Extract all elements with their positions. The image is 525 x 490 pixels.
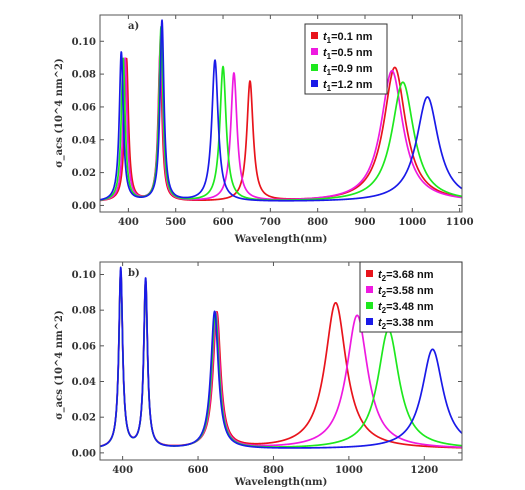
- y-tick-label: 0.10: [72, 270, 96, 281]
- legend-sub: 2: [382, 306, 387, 315]
- x-tick-label: 1000: [335, 465, 363, 476]
- legend-swatch-4: [311, 80, 318, 87]
- legend-sub: 1: [327, 36, 332, 45]
- legend-sub: 2: [382, 274, 387, 283]
- series-lines: [100, 266, 462, 449]
- legend-box: [304, 23, 388, 95]
- y-axis-title: σ_acs (10^4 nm^2): [54, 310, 65, 419]
- chart-panel-a: 400 500 600 700 800 900 1000 1100 0.00 0.02 0.04 0.…: [54, 14, 474, 245]
- legend-var: t: [323, 63, 328, 75]
- legend-sub: 1: [327, 84, 332, 93]
- series-line-4: [100, 266, 462, 449]
- x-tick-label: 500: [165, 217, 186, 228]
- y-tick-label: 0.10: [72, 37, 96, 48]
- x-axis-title: Wavelength(nm): [234, 234, 328, 245]
- x-tick-label: 900: [355, 217, 376, 228]
- legend-value: =0.5 nm: [331, 47, 372, 59]
- legend-box: [359, 261, 463, 333]
- x-tick-label: 1000: [398, 217, 426, 228]
- legend-sub: 1: [327, 68, 332, 77]
- legend-entry-1: t1=0.1 nm: [323, 31, 373, 45]
- series-line-2: [100, 35, 462, 202]
- legend-swatch-1: [311, 32, 318, 39]
- legend-value: =3.68 nm: [386, 269, 434, 281]
- legend-value: =3.38 nm: [386, 317, 434, 329]
- x-tick-label: 400: [118, 217, 139, 228]
- legend-entry-4: t1=1.2 nm: [323, 79, 373, 93]
- legend-entry-4: t2=3.38 nm: [378, 317, 434, 331]
- legend-var: t: [378, 301, 383, 313]
- series-line-4: [100, 19, 462, 202]
- x-axis-title: Wavelength(nm): [234, 477, 328, 488]
- legend-var: t: [323, 47, 328, 59]
- legend-swatch-1: [366, 270, 373, 277]
- legend-swatch-2: [366, 286, 373, 293]
- panel-label: a): [128, 21, 139, 32]
- y-axis-title: σ_acs (10^4 nm^2): [54, 58, 65, 167]
- legend-var: t: [378, 317, 383, 329]
- x-tick-label: 800: [263, 465, 284, 476]
- y-tick-label: 0.02: [72, 413, 96, 424]
- legend-entry-3: t2=3.48 nm: [378, 301, 434, 315]
- legend-var: t: [378, 285, 383, 297]
- y-tick-label: 0.00: [72, 448, 96, 459]
- legend-entry-2: t1=0.5 nm: [323, 47, 373, 61]
- y-tick-label: 0.06: [72, 102, 96, 113]
- panel-label: b): [128, 268, 140, 279]
- series-lines: [100, 19, 462, 202]
- plot-frame: [99, 14, 463, 213]
- legend-sub: 2: [382, 322, 387, 331]
- legend-sub: 1: [327, 52, 332, 61]
- legend-entry-2: t2=3.58 nm: [378, 285, 434, 299]
- legend-entry-1: t2=3.68 nm: [378, 269, 434, 283]
- x-tick-label: 800: [307, 217, 328, 228]
- y-tick-label: 0.04: [72, 135, 96, 146]
- legend-entry-3: t1=0.9 nm: [323, 63, 373, 77]
- y-tick-label: 0.04: [72, 377, 96, 388]
- legend-var: t: [323, 79, 328, 91]
- x-tick-label: 600: [188, 465, 209, 476]
- y-tick-label: 0.08: [72, 70, 96, 81]
- legend-value: =3.58 nm: [386, 285, 434, 297]
- legend-swatch-3: [311, 64, 318, 71]
- chart-panel-b: 400 600 800 1000 1200 0.00 0.02 0.04 0.06 0.08 0.1…: [54, 261, 463, 488]
- legend-swatch-4: [366, 318, 373, 325]
- y-tick-label: 0.06: [72, 341, 96, 352]
- legend-value: =3.48 nm: [386, 301, 434, 313]
- legend-value: =1.2 nm: [331, 79, 372, 91]
- x-tick-label: 600: [213, 217, 234, 228]
- x-tick-label: 1100: [446, 217, 474, 228]
- legend-value: =0.9 nm: [331, 63, 372, 75]
- y-tick-label: 0.08: [72, 306, 96, 317]
- legend-value: =0.1 nm: [331, 31, 372, 43]
- plot-frame: [99, 261, 463, 461]
- y-tick-label: 0.00: [72, 201, 96, 212]
- y-tick-label: 0.02: [72, 168, 96, 179]
- legend-swatch-2: [311, 48, 318, 55]
- x-tick-label: 700: [260, 217, 281, 228]
- legend-var: t: [323, 31, 328, 43]
- legend-sub: 2: [382, 290, 387, 299]
- legend-var: t: [378, 269, 383, 281]
- legend-swatch-3: [366, 302, 373, 309]
- x-tick-label: 1200: [410, 465, 438, 476]
- x-tick-label: 400: [112, 465, 133, 476]
